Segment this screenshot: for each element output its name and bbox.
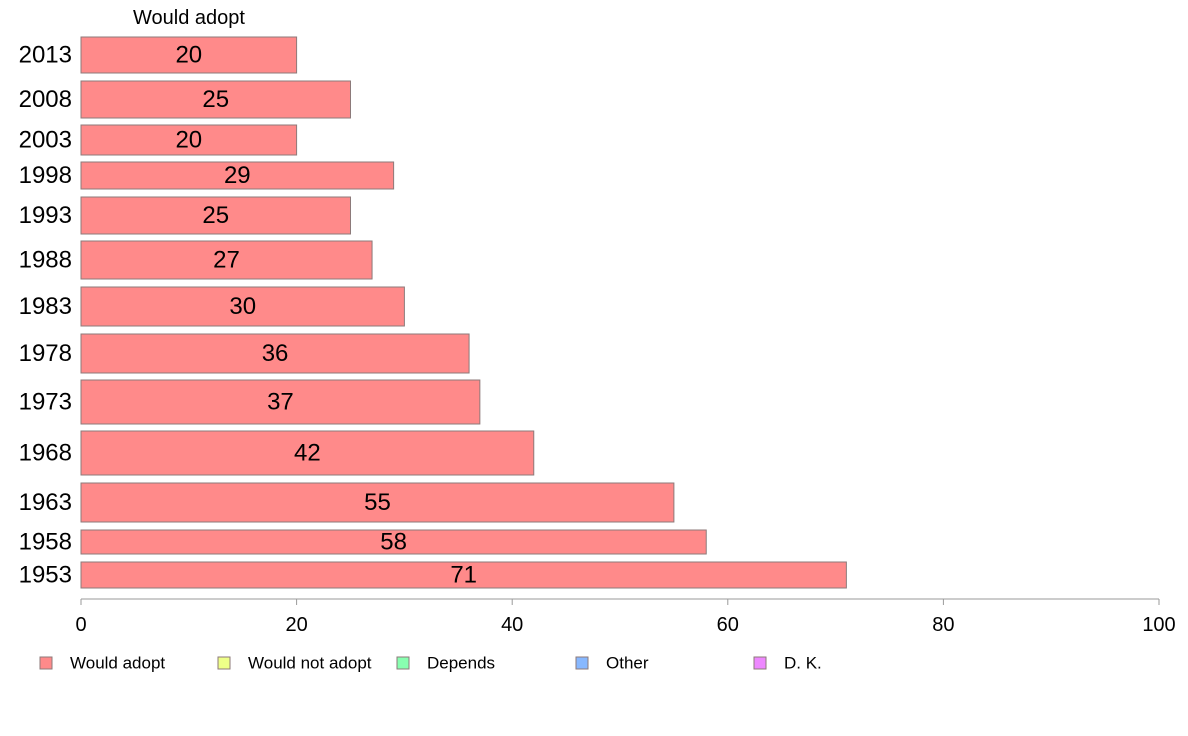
legend-label: Would not adopt [248, 653, 372, 672]
bar [80, 379, 481, 425]
x-tick-label: 100 [1142, 614, 1175, 636]
column-header: Would adopt [133, 7, 245, 29]
category-label: 2008 [19, 86, 72, 113]
bar [80, 124, 298, 156]
legend-label: Other [606, 653, 649, 672]
legend-label: Depends [427, 653, 495, 672]
category-label: 1958 [19, 528, 72, 555]
bar-value-label: 27 [213, 246, 240, 273]
x-tick-label: 60 [717, 614, 739, 636]
category-label: 1953 [19, 561, 72, 588]
legend-swatch [575, 656, 589, 670]
bar-value-label: 20 [175, 41, 202, 68]
legend-label: D. K. [784, 653, 822, 672]
legend-swatch [217, 656, 231, 670]
bar [80, 196, 351, 235]
category-label: 1993 [19, 202, 72, 229]
x-axis: 0 20 40 60 80 100 [75, 598, 1176, 636]
legend-swatch [39, 656, 53, 670]
bar-value-label: 71 [450, 561, 477, 588]
bar-value-label: 30 [229, 293, 256, 320]
bar [80, 482, 675, 523]
category-label: 2003 [19, 126, 72, 153]
bar-value-label: 42 [294, 439, 321, 466]
bar-value-label: 29 [224, 162, 251, 189]
category-label: 1988 [19, 246, 72, 273]
category-label: 1968 [19, 439, 72, 466]
bar-value-label: 36 [262, 340, 289, 367]
category-label: 1973 [19, 388, 72, 415]
category-label: 2013 [19, 41, 72, 68]
bar [80, 240, 373, 280]
legend-swatch [753, 656, 767, 670]
bar [80, 430, 535, 476]
legend-label: Would adopt [70, 653, 165, 672]
bar [80, 529, 707, 555]
bar-value-label: 58 [380, 528, 407, 555]
category-label: 1963 [19, 489, 72, 516]
x-tick-label: 40 [501, 614, 523, 636]
legend: Would adopt Would not adopt Depends Other D.… [39, 653, 822, 672]
category-label: 1998 [19, 162, 72, 189]
x-tick-label: 20 [285, 614, 307, 636]
bar-value-label: 25 [202, 86, 229, 113]
bar-value-label: 37 [267, 388, 294, 415]
bars-group: 2013 20 2008 25 2003 20 1998 29 1993 25 1988 27 1983… [19, 36, 847, 589]
x-tick-label: 80 [932, 614, 954, 636]
bar [80, 36, 298, 74]
x-tick-label: 0 [75, 614, 86, 636]
bar-value-label: 20 [175, 126, 202, 153]
bar [80, 80, 351, 119]
bar [80, 561, 847, 589]
category-label: 1978 [19, 340, 72, 367]
legend-swatch [396, 656, 410, 670]
bar [80, 333, 470, 374]
bar-value-label: 55 [364, 489, 391, 516]
category-label: 1983 [19, 293, 72, 320]
bar-value-label: 25 [202, 202, 229, 229]
bar [80, 161, 395, 190]
bar [80, 286, 405, 327]
